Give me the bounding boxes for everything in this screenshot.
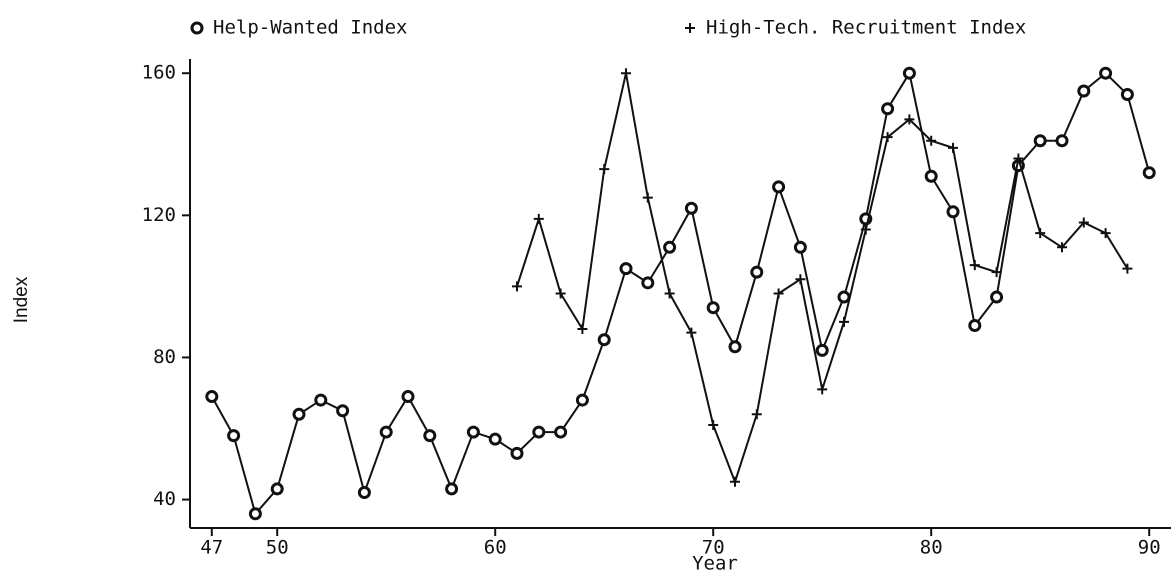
data-point	[401, 390, 415, 404]
x-tick-label: 47	[200, 537, 223, 559]
data-point	[1013, 153, 1024, 164]
data-point	[924, 169, 938, 183]
data-point	[488, 432, 502, 446]
data-point	[882, 132, 893, 143]
data-point	[641, 276, 655, 290]
data-point	[730, 476, 740, 487]
legend-marker	[685, 23, 695, 33]
data-point	[706, 301, 720, 315]
y-tick-label: 160	[142, 62, 176, 84]
data-point	[533, 213, 544, 224]
data-point	[510, 446, 524, 460]
data-point	[1099, 66, 1113, 80]
data-point	[817, 384, 828, 395]
data-point	[599, 164, 610, 175]
data-point	[837, 290, 851, 304]
y-tick-label: 120	[142, 204, 176, 226]
data-point	[555, 288, 566, 299]
data-point	[1077, 84, 1091, 98]
data-point	[946, 205, 960, 219]
x-tick-label: 90	[1138, 537, 1161, 559]
data-point	[512, 281, 522, 292]
data-point	[968, 318, 982, 332]
x-axis-label: Year	[692, 553, 738, 574]
series-line	[516, 72, 1129, 485]
data-point	[248, 507, 262, 521]
x-tick-label: 50	[266, 537, 289, 559]
data-point	[575, 393, 589, 407]
data-point	[379, 425, 393, 439]
data-point	[772, 180, 786, 194]
data-point	[686, 327, 697, 338]
data-point	[1122, 263, 1133, 274]
data-point	[795, 274, 806, 285]
legend-label: Help-Wanted Index	[213, 17, 407, 39]
data-point	[902, 66, 916, 80]
x-tick-label: 80	[920, 537, 943, 559]
data-point	[619, 262, 633, 276]
data-point	[663, 240, 677, 254]
data-point	[1120, 88, 1134, 102]
y-axis-label: Index	[11, 276, 32, 323]
data-point	[292, 407, 306, 421]
data-point	[881, 102, 895, 116]
data-point	[1100, 228, 1111, 239]
data-point	[532, 425, 546, 439]
data-point	[314, 393, 328, 407]
y-tick-label: 40	[153, 488, 176, 510]
data-point	[205, 390, 219, 404]
data-point	[270, 482, 284, 496]
data-point	[1033, 134, 1047, 148]
data-point	[1055, 134, 1069, 148]
data-point	[926, 135, 937, 146]
data-point	[597, 333, 611, 347]
data-point	[664, 288, 675, 299]
data-point	[621, 68, 631, 79]
data-point	[445, 482, 459, 496]
data-point	[1142, 166, 1156, 180]
data-point	[991, 267, 1002, 278]
data-point	[708, 419, 719, 430]
data-point	[750, 265, 764, 279]
data-point	[793, 240, 807, 254]
data-point	[554, 425, 568, 439]
data-point	[728, 340, 742, 354]
data-point	[466, 425, 480, 439]
data-point	[839, 316, 849, 327]
data-point	[948, 142, 958, 153]
data-point	[773, 288, 784, 299]
data-point	[336, 404, 350, 418]
data-point	[684, 201, 698, 215]
data-point	[423, 429, 437, 443]
x-tick-label: 70	[702, 537, 725, 559]
data-point	[969, 260, 980, 271]
data-point	[751, 409, 762, 420]
data-point	[860, 224, 871, 235]
y-tick-label: 80	[153, 346, 176, 368]
data-point	[577, 324, 588, 335]
data-point	[642, 192, 653, 203]
data-point	[990, 290, 1004, 304]
data-point	[1057, 242, 1067, 253]
series-line	[210, 70, 1151, 516]
legend-label: High-Tech. Recruitment Index	[706, 17, 1026, 39]
data-point	[227, 429, 241, 443]
data-point	[1078, 217, 1089, 228]
data-point	[815, 343, 829, 357]
data-point	[1035, 228, 1046, 239]
x-tick-label: 60	[484, 537, 507, 559]
data-point	[904, 114, 915, 125]
legend-marker	[190, 21, 204, 35]
data-point	[357, 485, 371, 499]
